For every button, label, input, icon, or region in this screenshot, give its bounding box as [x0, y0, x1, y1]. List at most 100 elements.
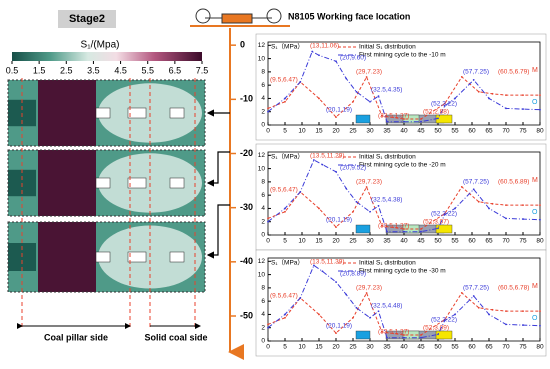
data-point [472, 188, 475, 191]
data-point [403, 336, 405, 339]
annotation: (20,1.19) [326, 107, 352, 114]
data-point [345, 187, 348, 190]
data-point [403, 228, 405, 230]
data-point [284, 210, 286, 213]
zone-block [355, 114, 371, 124]
depth-tick-label: -30 [240, 202, 253, 212]
annotation: (9.5,6.47) [270, 293, 298, 300]
data-point [335, 170, 337, 173]
x-tick-label: 65 [485, 238, 493, 245]
data-point [437, 117, 439, 120]
x-tick-label: 80 [536, 128, 544, 135]
annotation: (33.5,1.37) [378, 113, 409, 120]
data-point [454, 313, 456, 316]
y-tick-label: 10 [258, 271, 266, 278]
series-line [267, 75, 540, 120]
annotation: (9.5,6.47) [270, 77, 298, 84]
x-tick-label: 50 [434, 238, 442, 245]
x-tick-label: 0 [266, 344, 270, 351]
data-point [454, 97, 456, 100]
x-tick-label: 10 [298, 128, 306, 135]
zone-label: O [532, 315, 538, 322]
image-frame [7, 221, 206, 293]
data-point [381, 331, 383, 333]
series-line [267, 264, 541, 339]
zone-label: O [532, 209, 538, 216]
data-point [267, 220, 269, 223]
annotation: (13.5,11.29) [310, 153, 345, 160]
annotation: (52,3.22) [431, 317, 457, 324]
data-point [403, 118, 405, 120]
side-label: Coal pillar side [44, 332, 108, 342]
data-point [488, 313, 490, 316]
data-point [522, 94, 524, 97]
x-tick-label: 60 [468, 344, 476, 351]
data-point [403, 120, 405, 123]
data-point [321, 163, 324, 166]
data-point [477, 90, 480, 93]
data-point [539, 108, 541, 111]
data-point [318, 54, 320, 57]
data-point [522, 310, 524, 313]
data-point [460, 75, 463, 78]
x-tick-label: 25 [349, 128, 357, 135]
data-point [443, 213, 446, 216]
x-tick-label: 30 [366, 238, 374, 245]
series-line [267, 185, 540, 230]
roadway [169, 107, 185, 119]
x-tick-label: 25 [349, 238, 357, 245]
y-tick-label: 6 [261, 298, 265, 305]
y-tick-label: 12 [258, 42, 266, 49]
data-point [505, 204, 507, 207]
data-point [522, 204, 524, 207]
zone-label: M [532, 67, 538, 74]
data-point [437, 333, 439, 336]
roadway [169, 177, 185, 189]
colorbar-tick-label: 6.5 [169, 65, 182, 75]
data-point [505, 94, 507, 97]
annotation: (20,8.89) [340, 271, 366, 278]
x-tick-label: 40 [400, 128, 408, 135]
roadway [95, 107, 111, 119]
roadway [127, 177, 147, 189]
y-tick-label: 2 [261, 108, 265, 115]
y-tick-label: 6 [261, 192, 265, 199]
data-point [403, 334, 405, 336]
annotation: (13,11.06) [310, 43, 339, 50]
colorbar [12, 52, 202, 61]
data-point [284, 100, 286, 103]
annotation: (13.5,11.39) [310, 259, 345, 266]
data-point [369, 210, 371, 213]
y-tick-label: 0 [261, 122, 265, 129]
annotation: (52,2.88) [423, 109, 449, 116]
x-tick-label: 50 [434, 344, 442, 351]
x-tick-label: 0 [266, 128, 270, 135]
data-point [505, 310, 507, 313]
data-point [313, 159, 315, 161]
data-point [377, 205, 380, 207]
x-tick-label: 45 [417, 238, 425, 245]
data-point [335, 116, 337, 118]
x-tick-label: 50 [434, 128, 442, 135]
data-point [284, 316, 286, 319]
annotation: (52,3.07) [423, 219, 449, 226]
data-point [437, 227, 439, 230]
colorbar-tick-label: 7.5 [196, 65, 209, 75]
data-point [284, 313, 286, 316]
data-point [488, 207, 490, 210]
data-point [352, 210, 354, 213]
data-point [472, 295, 475, 297]
annotation: (29,7.23) [356, 285, 382, 292]
data-point [284, 97, 286, 100]
image-frame [7, 149, 206, 217]
colorbar-tick-label: 5.5 [141, 65, 154, 75]
legend-label: First mining cycle to the -10 m [359, 52, 446, 59]
colorbar-title: S₁/(Mpa) [81, 40, 120, 51]
x-tick-label: 20 [332, 238, 340, 245]
data-point [365, 292, 368, 294]
annotation: (33.5,1.37) [378, 329, 409, 336]
data-point [522, 218, 524, 220]
data-point [420, 334, 422, 336]
y-axis-label: S₁（MPa） [271, 43, 304, 51]
y-tick-label: 2 [261, 218, 265, 225]
